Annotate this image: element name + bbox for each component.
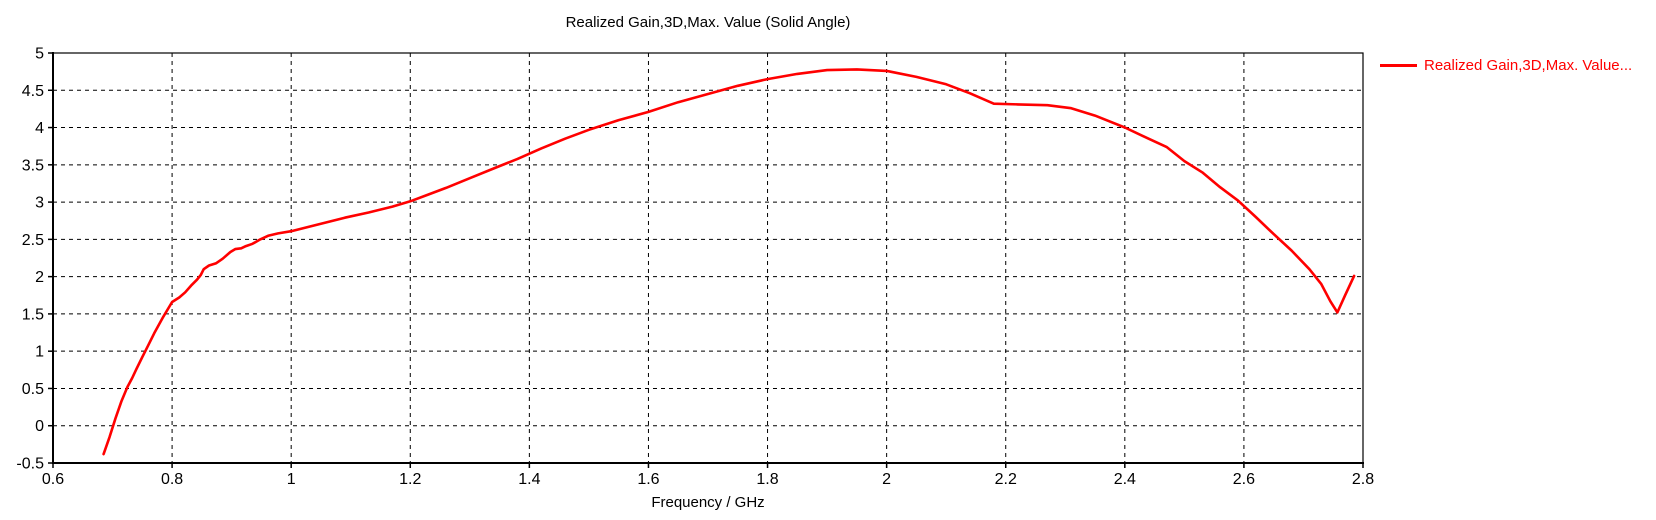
x-tick-label: 1.4 (518, 471, 540, 488)
y-tick-label: 3.5 (22, 157, 44, 174)
x-tick-label: 2.2 (995, 471, 1017, 488)
legend: Realized Gain,3D,Max. Value... (1380, 57, 1632, 74)
y-tick-label: 2 (35, 269, 44, 286)
y-tick-label: 5 (35, 46, 44, 63)
y-tick-label: 3 (35, 195, 44, 212)
y-tick-label: -0.5 (16, 456, 44, 473)
x-tick-label: 1.8 (756, 471, 778, 488)
x-tick-label: 0.6 (42, 471, 64, 488)
x-axis-title: Frequency / GHz (651, 494, 765, 511)
plot-border (52, 52, 1364, 464)
x-tick-label: 2.8 (1352, 471, 1374, 488)
y-tick-label: 4 (35, 120, 44, 137)
y-tick-label: 1 (35, 344, 44, 361)
x-tick-label: 0.8 (161, 471, 183, 488)
x-tick-label: 2.6 (1233, 471, 1255, 488)
x-tick-label: 2 (882, 471, 891, 488)
y-tick-label: 1.5 (22, 306, 44, 323)
legend-line-sample (1380, 64, 1417, 67)
x-tick-label: 1.6 (637, 471, 659, 488)
chart-title: Realized Gain,3D,Max. Value (Solid Angle… (565, 14, 851, 31)
x-tick-label: 1.2 (399, 471, 421, 488)
y-tick-label: 0.5 (22, 381, 44, 398)
x-tick-label: 1 (287, 471, 296, 488)
x-tick-label: 2.4 (1114, 471, 1136, 488)
y-tick-label: 0 (35, 418, 44, 435)
y-tick-label: 4.5 (22, 83, 44, 100)
y-tick-label: 2.5 (22, 232, 44, 249)
gain-curve (102, 68, 1356, 456)
legend-label: Realized Gain,3D,Max. Value... (1424, 57, 1633, 74)
